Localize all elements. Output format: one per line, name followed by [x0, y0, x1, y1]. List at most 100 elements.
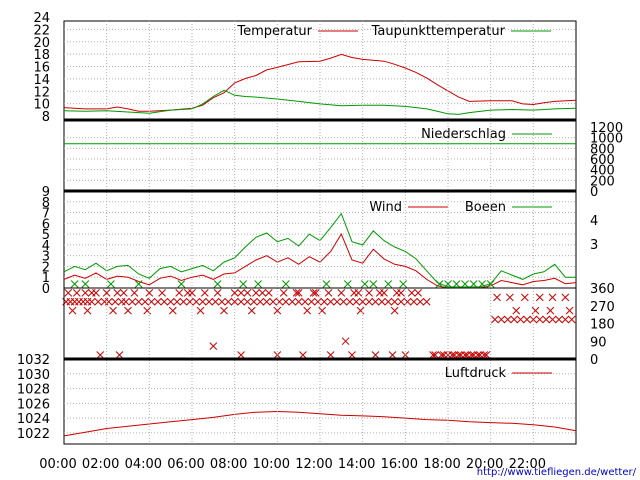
direction-mark [114, 289, 121, 296]
direction-mark [410, 298, 417, 305]
direction-mark [549, 294, 556, 301]
x-tick-label: 14:00 [338, 457, 375, 472]
direction-mark [82, 281, 89, 288]
direction-mark [366, 298, 373, 305]
direction-mark [105, 298, 112, 305]
direction-mark [250, 298, 257, 305]
direction-mark [206, 298, 213, 305]
direction-mark [506, 294, 513, 301]
legend-label-luftdruck: Luftdruck [445, 366, 507, 381]
direction-mark [193, 298, 200, 305]
direction-mark [547, 307, 554, 314]
direction-mark [549, 316, 556, 323]
direction-mark [88, 289, 95, 296]
direction-mark [498, 316, 505, 323]
direction-mark [174, 298, 181, 305]
direction-mark [112, 298, 119, 305]
direction-mark [88, 298, 95, 305]
direction-mark [398, 298, 405, 305]
direction-mark [521, 294, 528, 301]
direction-mark [97, 352, 104, 359]
direction-mark [282, 281, 289, 288]
direction-mark [289, 298, 296, 305]
x-tick-label: 16:00 [381, 457, 418, 472]
direction-mark [82, 289, 89, 296]
direction-mark [176, 289, 183, 296]
direction-mark [385, 281, 392, 288]
direction-mark [107, 281, 114, 288]
direction-mark [314, 298, 321, 305]
direction-mark [197, 307, 204, 314]
direction-mark [148, 298, 155, 305]
x-tick-label: 10:00 [253, 457, 290, 472]
direction-mark [355, 289, 362, 296]
credit-link[interactable]: http://www.tiefliegen.de/wetter/ [477, 467, 637, 478]
direction-mark [566, 307, 573, 314]
direction-mark [146, 289, 153, 296]
pressure-ytick: 1024 [17, 412, 50, 427]
direction-mark [349, 352, 356, 359]
x-tick-label: 06:00 [167, 457, 204, 472]
direction-mark [212, 298, 219, 305]
legend-label-temperatur: Temperatur [236, 24, 312, 39]
direction-mark [276, 298, 283, 305]
direction-mark [122, 298, 129, 305]
direction-mark [244, 298, 251, 305]
direction-mark [372, 298, 379, 305]
direction-mark [221, 307, 228, 314]
wind-line-1 [64, 214, 576, 287]
direction-mark [532, 307, 539, 314]
direction-mark [302, 298, 309, 305]
direction-mark [513, 307, 520, 314]
direction-mark [408, 289, 415, 296]
direction-mark [231, 289, 238, 296]
direction-mark [282, 298, 289, 305]
direction-ytick: 180 [590, 318, 615, 333]
direction-mark [169, 307, 176, 314]
direction-mark [95, 298, 102, 305]
precipitation-ytick: 0 [590, 185, 598, 200]
x-tick-label: 00:00 [39, 457, 76, 472]
direction-mark [334, 298, 341, 305]
direction-mark [536, 294, 543, 301]
direction-mark [372, 352, 379, 359]
direction-mark [73, 289, 80, 296]
pressure-ytick: 1026 [17, 397, 50, 412]
direction-mark [359, 298, 366, 305]
direction-mark [265, 289, 272, 296]
direction-mark [178, 281, 185, 288]
direction-mark [144, 307, 151, 314]
direction-mark [321, 298, 328, 305]
direction-mark [131, 289, 138, 296]
direction-mark [218, 298, 225, 305]
direction-mark [536, 316, 543, 323]
pressure-ytick: 1028 [17, 383, 50, 398]
direction-mark [393, 289, 400, 296]
direction-mark [71, 281, 78, 288]
direction-mark [389, 352, 396, 359]
direction-ytick: 270 [590, 300, 615, 315]
direction-mark [338, 289, 345, 296]
direction-mark [370, 281, 377, 288]
direction-mark [69, 307, 76, 314]
direction-mark [257, 298, 264, 305]
direction-mark [423, 298, 430, 305]
direction-mark [231, 298, 238, 305]
direction-mark [491, 316, 498, 323]
direction-mark [274, 307, 281, 314]
direction-mark [295, 298, 302, 305]
direction-mark [186, 298, 193, 305]
x-tick-label: 12:00 [295, 457, 332, 472]
direction-mark [404, 298, 411, 305]
wind-ytick-right: 4 [590, 214, 598, 229]
direction-mark [299, 352, 306, 359]
direction-mark [361, 281, 368, 288]
direction-mark [366, 289, 373, 296]
direction-mark [248, 307, 255, 314]
direction-mark [214, 281, 221, 288]
x-tick-label: 02:00 [82, 457, 119, 472]
direction-mark [400, 281, 407, 288]
legend-label-wind: Wind [369, 200, 402, 215]
pressure-ytick: 1032 [17, 353, 50, 368]
